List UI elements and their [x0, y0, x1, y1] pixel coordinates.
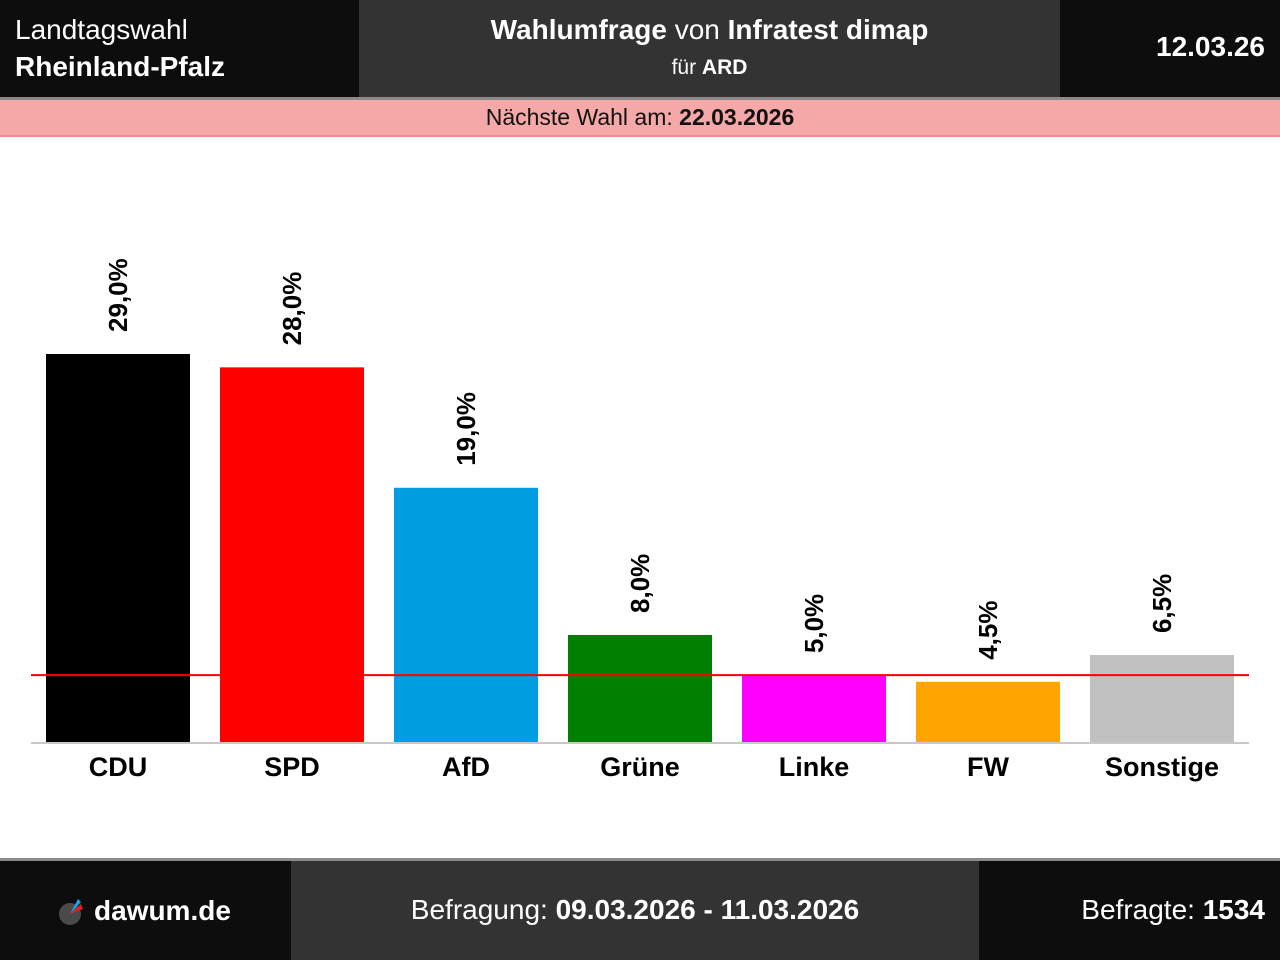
- category-label-grüne: Grüne: [600, 752, 680, 782]
- value-label-linke: 5,0%: [799, 594, 829, 653]
- category-label-cdu: CDU: [89, 752, 148, 782]
- respondents-count: 1534: [1202, 894, 1265, 925]
- value-label-sonstige: 6,5%: [1147, 574, 1177, 633]
- client-name: ARD: [701, 56, 748, 79]
- category-label-spd: SPD: [264, 752, 320, 782]
- bar-linke: [742, 675, 886, 742]
- value-label-grüne: 8,0%: [625, 554, 655, 613]
- value-label-afd: 19,0%: [451, 392, 481, 466]
- survey-period: Befragung: 09.03.2026 - 11.03.2026: [291, 894, 979, 926]
- survey-label: Befragung:: [410, 894, 556, 925]
- bar-fw: [916, 681, 1060, 742]
- poll-title-von: von: [666, 14, 728, 45]
- header-election-box: Landtagswahl Rheinland-Pfalz: [0, 0, 359, 97]
- bar-spd: [220, 367, 364, 742]
- dawum-logo[interactable]: dawum.de: [56, 895, 231, 927]
- pie-logo-icon: [59, 899, 83, 925]
- value-label-cdu: 29,0%: [103, 258, 133, 332]
- bar-sonstige: [1090, 655, 1234, 742]
- institute-name: Infratest dimap: [727, 14, 929, 45]
- value-label-spd: 28,0%: [277, 272, 307, 346]
- next-election-banner: Nächste Wahl am: 22.03.2026: [0, 100, 1280, 137]
- category-label-sonstige: Sonstige: [1105, 752, 1219, 782]
- poll-client: für ARD: [359, 56, 1060, 80]
- poll-title-word: Wahlumfrage: [490, 14, 667, 45]
- publish-date: 12.03.26: [1156, 31, 1265, 62]
- next-election-date: 22.03.2026: [679, 104, 795, 130]
- next-election-label: Nächste Wahl am:: [485, 104, 680, 130]
- bar-afd: [394, 487, 538, 742]
- category-label-linke: Linke: [779, 752, 850, 782]
- header-date-box: 12.03.26: [1060, 0, 1280, 97]
- footer-survey-box: Befragung: 09.03.2026 - 11.03.2026: [291, 861, 979, 960]
- client-prefix: für: [671, 56, 702, 79]
- header-divider: [0, 97, 1280, 100]
- bar-chart: 29,0% CDU 28,0% SPD 19,0% AfD 8,0% Grüne 5,0% Lin…: [31, 258, 1249, 782]
- region-name: Rheinland-Pfalz: [15, 51, 226, 82]
- bar-grüne: [568, 634, 712, 742]
- category-label-afd: AfD: [442, 752, 490, 782]
- category-label-fw: FW: [967, 752, 1009, 782]
- respondents-label: Befragte:: [1081, 894, 1203, 925]
- respondents: Befragte: 1534: [1081, 894, 1265, 926]
- bar-cdu: [46, 353, 190, 742]
- poll-title: Wahlumfrage von Infratest dimap: [359, 14, 1060, 46]
- header: Landtagswahl Rheinland-Pfalz Wahlumfrage…: [0, 0, 1280, 97]
- footer-respondents-box: Befragte: 1534: [979, 861, 1280, 960]
- election-type: Landtagswahl: [15, 14, 188, 45]
- footer-logo-box: dawum.de: [0, 861, 291, 960]
- site-name: dawum.de: [94, 895, 231, 926]
- value-label-fw: 4,5%: [973, 601, 1003, 660]
- header-title-box: Wahlumfrage von Infratest dimap für ARD: [359, 0, 1060, 97]
- survey-dates: 09.03.2026 - 11.03.2026: [555, 894, 860, 925]
- footer-divider: [0, 858, 1280, 861]
